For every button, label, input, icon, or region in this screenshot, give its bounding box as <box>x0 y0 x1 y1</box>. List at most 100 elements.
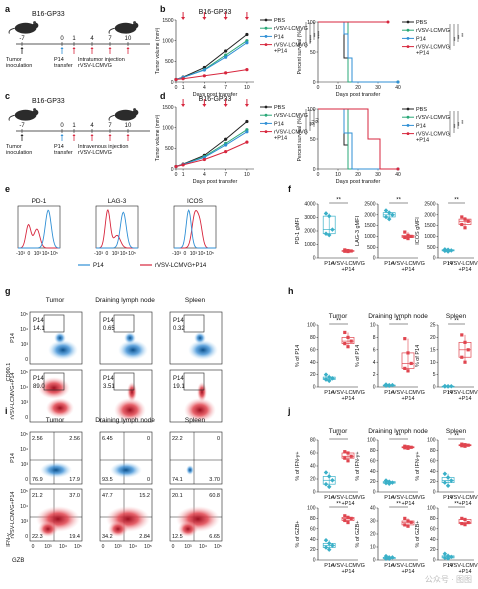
gate-box <box>183 372 205 391</box>
histogram-curve-p14 <box>96 211 138 249</box>
x-tick-label: 4 <box>203 85 206 91</box>
y-tick-label: 4 <box>373 360 376 366</box>
y-tick-label: 10 <box>370 323 376 329</box>
data-point <box>460 516 464 520</box>
arrow-p14-head <box>60 134 64 136</box>
legend-entry: PBS <box>274 18 285 24</box>
data-point <box>463 360 467 364</box>
data-point <box>349 339 353 343</box>
panel-label-a: a <box>5 4 11 14</box>
x-tick-label: 10 <box>244 172 250 178</box>
injection-arrow-head <box>181 17 186 20</box>
arrow-treatment-head <box>90 134 94 136</box>
y-tick-label: 60 <box>430 526 436 532</box>
histogram-curve-combo <box>17 223 60 249</box>
data-point <box>330 376 335 381</box>
gate-value: 19.1 <box>173 384 185 390</box>
y-tick-label: 0 <box>313 80 316 86</box>
y-tick-label: 1500 <box>162 18 173 24</box>
data-point <box>326 474 332 479</box>
series-line-1 <box>175 40 248 81</box>
x-tick-label: 40 <box>395 172 401 178</box>
timeline-treatment-label: Intratumor injection rVSV-LCMVG <box>78 57 125 69</box>
legend-marker <box>406 20 410 24</box>
density-cloud <box>178 521 198 537</box>
y-tick-label: 50 <box>310 50 316 56</box>
data-point <box>445 249 451 254</box>
x-tick-label: 10³ <box>34 251 42 257</box>
data-point <box>386 556 392 561</box>
mouse-body <box>14 22 37 34</box>
y-tick-label: 0 <box>171 167 174 173</box>
x-tick-label: 10⁴ <box>129 544 137 550</box>
data-point <box>449 383 454 389</box>
data-point <box>323 211 329 216</box>
column-title: Spleen <box>185 297 206 304</box>
legend-marker <box>406 37 410 40</box>
y-axis-label: % of GZB+ <box>295 520 301 547</box>
histogram-frame <box>173 205 217 249</box>
x-tick-label: 4 <box>203 172 206 178</box>
data-point <box>406 233 410 237</box>
y-tick-label: 10 <box>430 360 436 366</box>
legend-entry: rVSV-LCMVG+P14 <box>274 130 308 142</box>
quadrant-value-ur: 37.0 <box>69 493 80 499</box>
legend-entry: P14 <box>416 123 426 129</box>
y-tick-label: 60 <box>310 526 316 532</box>
x-tick-label: 7 <box>224 85 227 91</box>
mouse-head <box>132 22 139 29</box>
significance-label: ** <box>336 502 341 508</box>
y-axis-label: Tumor volume (mm³) <box>155 27 161 74</box>
quadrant-value-ur: 0 <box>217 436 220 442</box>
gate-box <box>113 372 135 391</box>
quadrant-value-lr: 17.9 <box>69 477 80 483</box>
row-label: P14 <box>10 333 16 343</box>
data-point <box>202 74 206 78</box>
gate-label: P14 <box>33 376 44 382</box>
significance-label: ns <box>310 120 316 126</box>
y-tick-label: 40 <box>370 469 376 475</box>
significance-label: ** <box>306 122 312 126</box>
y-tick-label: 10³ <box>21 519 29 525</box>
data-point <box>343 450 347 454</box>
data-point <box>449 478 454 483</box>
y-tick-label: 1500 <box>424 223 435 229</box>
y-tick-label: 60 <box>310 451 316 457</box>
histogram-curve-p14 <box>18 209 61 249</box>
density-cloud <box>188 340 218 360</box>
data-point <box>406 519 410 523</box>
data-point <box>460 355 464 359</box>
panel-label-d: d <box>160 91 166 101</box>
injection-arrow-head <box>223 104 228 107</box>
x-category-label: P14 <box>443 261 453 267</box>
mouse-tail <box>8 27 15 34</box>
y-tick-label: 0 <box>373 490 376 496</box>
x-tick-label: 40 <box>395 85 401 91</box>
data-point <box>409 520 413 524</box>
significance-label: ** <box>458 120 464 124</box>
x-tick-label: 10⁴ <box>199 544 207 550</box>
significance-label: ** <box>396 319 401 325</box>
data-point <box>245 41 249 45</box>
survival-line-0 <box>318 21 398 83</box>
data-point <box>343 330 347 335</box>
y-axis-label: % of GZB+ <box>355 520 361 547</box>
y-axis-label: Percent survival (%) <box>297 29 303 74</box>
y-tick-label: 40 <box>430 469 436 475</box>
data-point <box>346 335 350 339</box>
survival-line-3 <box>318 108 398 170</box>
data-point <box>442 471 448 477</box>
x-tick-label: 10 <box>335 172 341 178</box>
y-tick-label: 40 <box>310 537 316 543</box>
significance-label: ns <box>314 118 320 124</box>
data-point <box>346 459 350 463</box>
y-tick-label: 60 <box>370 458 376 464</box>
x-tick-label: 10⁵ <box>206 251 214 257</box>
data-point <box>349 249 353 253</box>
legend-marker <box>264 122 268 125</box>
timeline-p14-label: P14 transfer <box>54 57 73 69</box>
y-tick-label: 0 <box>313 167 316 173</box>
data-point <box>466 443 470 447</box>
arrow-p14-head <box>60 47 64 49</box>
quadrant-value-lr: 0 <box>147 477 150 483</box>
